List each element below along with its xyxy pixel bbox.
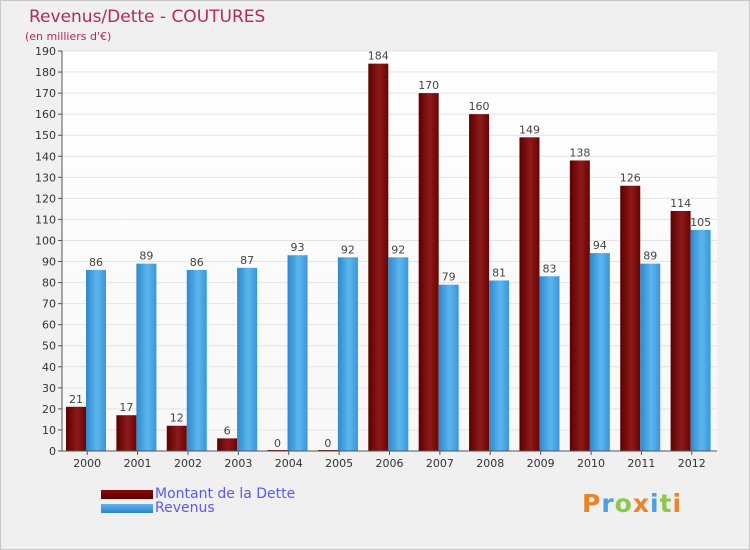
data-label-dette-2005: 0 xyxy=(324,437,331,450)
data-label-revenus-2009: 83 xyxy=(542,262,556,275)
data-label-revenus-2010: 94 xyxy=(593,239,607,252)
bar-revenus-2007 xyxy=(438,284,459,451)
logo-letter: t xyxy=(659,489,673,518)
data-label-dette-2003: 6 xyxy=(224,424,231,437)
data-label-revenus-2001: 89 xyxy=(139,250,153,263)
data-label-revenus-2003: 87 xyxy=(240,254,254,267)
y-tick-label: 140 xyxy=(35,150,56,163)
bar-revenus-2006 xyxy=(388,257,409,451)
y-tick-label: 110 xyxy=(35,213,56,226)
data-label-revenus-2008: 81 xyxy=(492,266,506,279)
x-tick-label: 2001 xyxy=(124,457,152,470)
chart-subtitle: (en milliers d'€) xyxy=(25,30,112,43)
x-tick-label: 2011 xyxy=(627,457,655,470)
y-tick-label: 120 xyxy=(35,192,56,205)
x-tick-label: 2012 xyxy=(678,457,706,470)
legend-label-revenus: Revenus xyxy=(155,500,215,516)
data-label-revenus-2007: 79 xyxy=(442,271,456,284)
bar-dette-2010 xyxy=(569,160,590,451)
y-tick-label: 170 xyxy=(35,87,56,100)
y-tick-label: 160 xyxy=(35,108,56,121)
chart-title: Revenus/Dette - COUTURES xyxy=(29,7,266,27)
y-tick-label: 150 xyxy=(35,129,56,142)
data-label-dette-2001: 17 xyxy=(119,401,133,414)
y-tick-label: 180 xyxy=(35,66,56,79)
bar-dette-2006 xyxy=(368,63,389,451)
logo-letter: x xyxy=(632,489,650,518)
y-tick-label: 20 xyxy=(42,403,56,416)
bar-dette-2001 xyxy=(116,415,137,451)
bar-dette-2012 xyxy=(670,211,691,451)
bar-revenus-2009 xyxy=(539,276,560,451)
y-tick-label: 100 xyxy=(35,234,56,247)
y-tick-label: 10 xyxy=(42,424,56,437)
bar-revenus-2003 xyxy=(237,267,258,451)
proxiti-logo: Proxiti xyxy=(582,489,682,518)
x-tick-label: 2010 xyxy=(577,457,605,470)
bar-revenus-2000 xyxy=(86,269,106,451)
data-label-dette-2000: 21 xyxy=(69,393,83,406)
x-tick-label: 2000 xyxy=(73,457,101,470)
x-tick-label: 2004 xyxy=(275,457,303,470)
bar-dette-2000 xyxy=(66,406,86,451)
y-tick-label: 90 xyxy=(42,256,56,269)
data-label-dette-2007: 170 xyxy=(418,79,439,92)
data-label-dette-2009: 149 xyxy=(519,123,540,136)
data-label-revenus-2004: 93 xyxy=(291,241,305,254)
data-label-revenus-2011: 89 xyxy=(643,250,657,263)
data-label-revenus-2012: 105 xyxy=(690,216,711,229)
bar-dette-2009 xyxy=(519,137,540,451)
y-tick-label: 60 xyxy=(42,319,56,332)
bar-dette-2007 xyxy=(418,93,439,452)
data-label-dette-2006: 184 xyxy=(368,50,389,63)
bar-revenus-2005 xyxy=(337,257,358,451)
bar-dette-2008 xyxy=(469,114,490,451)
data-label-revenus-2000: 86 xyxy=(89,256,103,269)
y-tick-label: 70 xyxy=(42,298,56,311)
data-label-dette-2011: 126 xyxy=(620,172,641,185)
y-tick-label: 190 xyxy=(35,45,56,58)
bar-revenus-2002 xyxy=(186,269,207,451)
bar-dette-2003 xyxy=(217,438,238,451)
bar-revenus-2001 xyxy=(136,263,157,451)
data-label-dette-2012: 114 xyxy=(670,197,691,210)
y-tick-label: 40 xyxy=(42,361,56,374)
logo-letter: i xyxy=(650,489,660,518)
y-tick-label: 30 xyxy=(42,382,56,395)
x-tick-label: 2005 xyxy=(325,457,353,470)
logo-letter: i xyxy=(672,489,683,518)
y-tick-label: 50 xyxy=(42,340,56,353)
y-tick-label: 80 xyxy=(42,277,56,290)
data-label-revenus-2006: 92 xyxy=(391,243,405,256)
data-label-dette-2010: 138 xyxy=(569,146,590,159)
legend-swatch-revenus xyxy=(101,504,153,513)
data-label-revenus-2005: 92 xyxy=(341,243,355,256)
bar-revenus-2008 xyxy=(489,280,510,451)
logo-letter: r xyxy=(601,489,615,518)
x-tick-label: 2009 xyxy=(527,457,555,470)
y-tick-label: 130 xyxy=(35,171,56,184)
x-tick-label: 2007 xyxy=(426,457,454,470)
bar-dette-2011 xyxy=(620,185,641,451)
y-tick-label: 0 xyxy=(49,445,56,458)
bar-revenus-2012 xyxy=(690,229,711,451)
x-tick-label: 2003 xyxy=(224,457,252,470)
legend-swatch-dette xyxy=(101,490,153,499)
data-label-dette-2002: 12 xyxy=(170,412,184,425)
data-label-dette-2004: 0 xyxy=(274,437,281,450)
bar-revenus-2010 xyxy=(589,253,610,451)
bar-revenus-2004 xyxy=(287,255,308,451)
data-label-revenus-2002: 86 xyxy=(190,256,204,269)
logo-letter: P xyxy=(582,489,602,518)
x-tick-label: 2006 xyxy=(376,457,404,470)
logo-letter: o xyxy=(614,489,633,518)
bar-dette-2002 xyxy=(166,425,187,451)
data-label-dette-2008: 160 xyxy=(469,100,490,113)
legend-label-dette: Montant de la Dette xyxy=(155,486,296,502)
x-tick-label: 2008 xyxy=(476,457,504,470)
bar-revenus-2011 xyxy=(640,263,661,451)
x-tick-label: 2002 xyxy=(174,457,202,470)
